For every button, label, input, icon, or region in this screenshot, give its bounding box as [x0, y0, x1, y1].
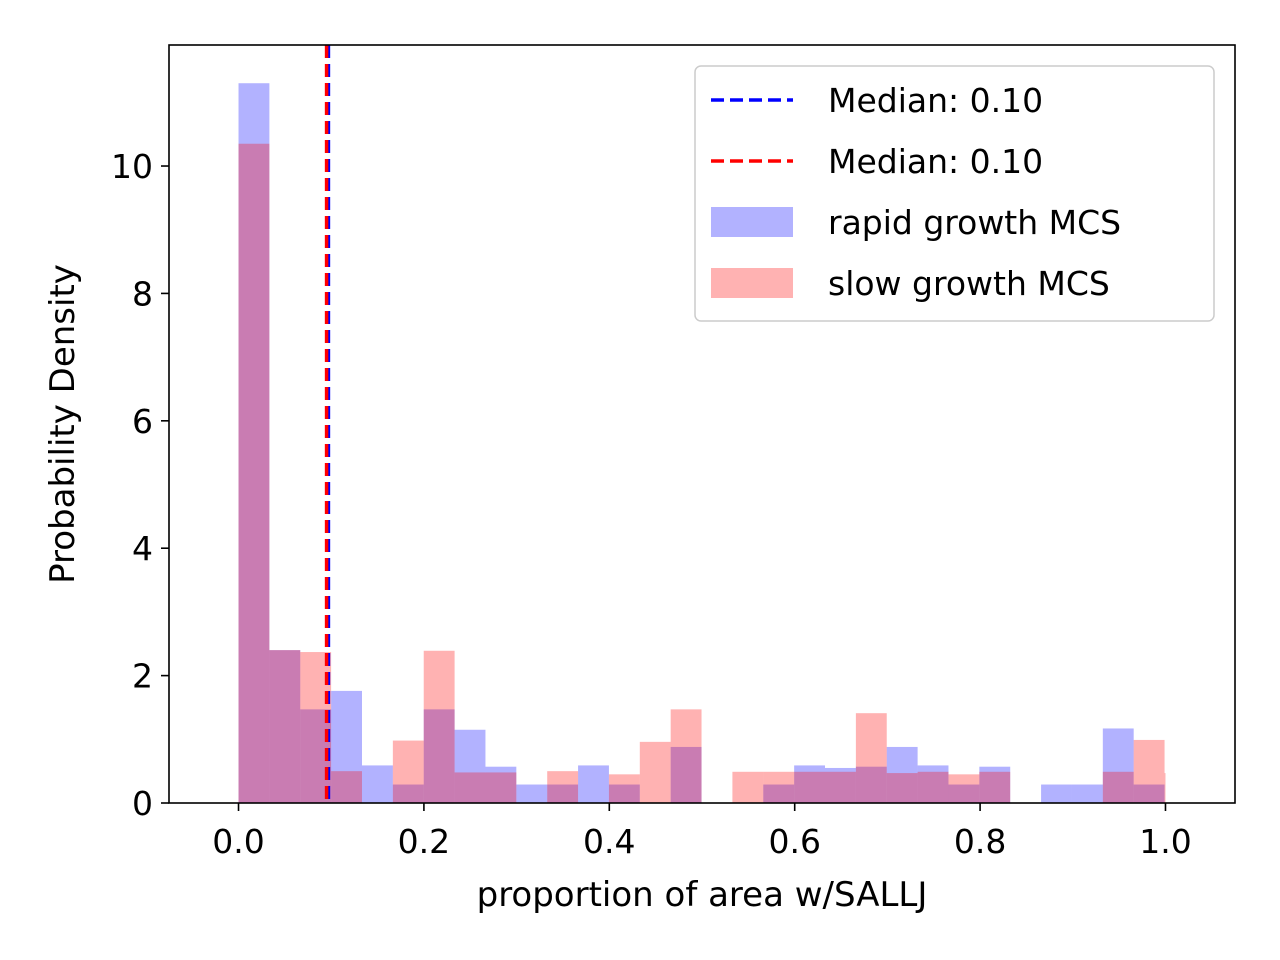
y-tick-label: 10: [111, 147, 153, 186]
x-tick-label: 0.0: [212, 822, 264, 861]
histogram-bar: [269, 650, 301, 803]
y-tick-label: 4: [132, 529, 153, 568]
histogram-bar: [423, 650, 455, 803]
legend-label: Median: 0.10: [828, 142, 1043, 181]
legend-label: slow growth MCS: [828, 264, 1110, 303]
legend-label: Median: 0.10: [828, 81, 1043, 120]
histogram-bar: [794, 771, 826, 803]
histogram-bar: [454, 772, 486, 803]
median-lines: [324, 45, 331, 803]
histogram-bar: [948, 774, 980, 803]
x-tick-label: 0.8: [954, 822, 1006, 861]
histogram-bar: [917, 771, 949, 803]
histogram-bar: [886, 773, 918, 803]
histogram-bar: [392, 740, 424, 803]
x-tick-label: 1.0: [1139, 822, 1191, 861]
histogram-bar: [948, 784, 980, 803]
histogram-bar: [238, 83, 270, 803]
histogram-bar: [547, 784, 579, 803]
histogram-bar: [269, 650, 301, 803]
x-tick-label: 0.6: [768, 822, 820, 861]
histogram-bar: [855, 766, 887, 803]
y-tick-label: 6: [132, 402, 153, 441]
histogram-bar: [979, 766, 1011, 803]
y-tick-label: 8: [132, 274, 153, 313]
histogram-bar: [608, 774, 640, 803]
histogram-bar: [639, 741, 671, 803]
histogram-bar: [1164, 773, 1166, 803]
histogram-bar: [516, 784, 548, 803]
x-axis-ticks: 0.0 0.2 0.4 0.6 0.8 1.0: [212, 803, 1192, 861]
histogram-bar: [454, 729, 486, 803]
histogram-bar: [423, 709, 455, 803]
histogram-bar: [1071, 784, 1103, 803]
histogram-bar: [485, 772, 517, 803]
histogram-bar: [825, 771, 856, 803]
histogram-bar: [1041, 784, 1072, 803]
histogram-bar: [825, 767, 856, 803]
histogram-bar: [763, 771, 795, 803]
plot-area: [238, 83, 1166, 804]
histogram-bar: [917, 765, 949, 803]
histogram-bar: [979, 771, 1011, 803]
histogram-bar: [855, 713, 887, 803]
y-axis-label: Probability Density: [43, 264, 83, 584]
histogram-bar: [1102, 771, 1134, 803]
x-tick-label: 0.4: [583, 822, 635, 861]
x-axis-label: proportion of area w/SALLJ: [477, 875, 928, 915]
histogram-bar: [1133, 739, 1165, 803]
histogram-bar: [1102, 728, 1134, 803]
y-tick-label: 2: [132, 657, 153, 696]
histogram-bar: [608, 784, 640, 803]
histogram-bar: [578, 765, 609, 803]
y-axis-ticks: 0 2 4 6 8 10: [111, 147, 169, 823]
legend-patch-swatch: [711, 268, 793, 298]
histogram-bar: [361, 765, 393, 803]
legend-patch-swatch: [711, 207, 793, 237]
histogram-bar: [547, 771, 579, 803]
histogram-bar: [331, 690, 362, 803]
histogram-bar: [485, 766, 517, 803]
histogram-bar: [794, 765, 826, 803]
legend-frame: [694, 65, 1215, 322]
histogram-bar: [732, 771, 764, 803]
histogram-bar: [1133, 784, 1165, 803]
histogram-bar: [331, 771, 362, 803]
legend: Median: 0.10 Median: 0.10 rapid growth MCS…: [694, 65, 1215, 322]
legend-label: rapid growth MCS: [828, 203, 1121, 242]
x-tick-label: 0.2: [398, 822, 450, 861]
histogram-bar: [763, 784, 795, 803]
histogram-bar: [886, 746, 918, 803]
plot-frame: [168, 44, 1236, 804]
histogram-bar: [392, 784, 424, 803]
y-tick-label: 0: [132, 784, 153, 823]
histogram-bar: [670, 709, 702, 803]
histogram-bar: [238, 143, 270, 804]
histogram-bar: [670, 746, 702, 803]
